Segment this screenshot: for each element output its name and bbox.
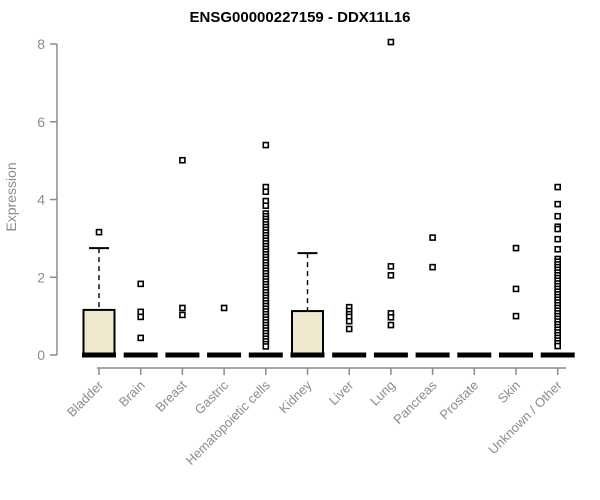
outlier-point — [429, 234, 436, 241]
outlier-point — [262, 188, 270, 196]
outlier-point — [345, 317, 353, 325]
category-label: Liver — [326, 377, 357, 408]
y-tick-label: 8 — [37, 36, 45, 52]
outlier-point — [387, 38, 395, 46]
outlier-point — [179, 311, 186, 319]
boxes-layer — [82, 38, 575, 358]
outlier-point — [554, 225, 562, 233]
category-label: Lung — [367, 378, 398, 409]
outlier-point — [512, 285, 520, 293]
box — [291, 310, 324, 357]
outlier-point — [262, 202, 270, 210]
outlier-point — [262, 141, 270, 149]
outlier-point — [387, 263, 395, 270]
outlier-point — [387, 272, 395, 279]
y-tick-label: 4 — [37, 192, 45, 208]
category-label: Gastric — [192, 377, 232, 417]
outlier-point — [387, 313, 395, 321]
median-bar — [123, 352, 158, 358]
outlier-point — [387, 321, 395, 329]
outlier-point — [554, 235, 562, 243]
median-bar — [457, 352, 492, 358]
median-bar — [415, 352, 450, 358]
y-tick-label: 2 — [37, 269, 45, 285]
median-bar — [290, 352, 325, 358]
outlier-point — [137, 308, 144, 316]
box — [82, 308, 116, 356]
y-axis-label: Expression — [3, 162, 19, 231]
y-tick-label: 6 — [37, 114, 45, 130]
median-bar — [332, 352, 367, 358]
outlier-point — [179, 304, 186, 312]
median-bar — [82, 352, 116, 358]
median-bar — [540, 352, 575, 358]
outlier-point — [554, 212, 562, 220]
median-bar — [165, 352, 200, 358]
median-bar — [373, 352, 408, 358]
outlier-point — [137, 334, 144, 342]
median-bar — [248, 352, 283, 358]
category-label: Breast — [152, 377, 189, 414]
outlier-point — [429, 263, 436, 271]
outlier-point — [179, 156, 186, 164]
outlier-point — [95, 228, 103, 236]
category-label: Prostate — [437, 378, 482, 423]
outlier-point — [554, 183, 562, 191]
outlier-point — [554, 245, 562, 253]
y-tick-label: 0 — [37, 347, 45, 363]
median-bar — [499, 352, 533, 358]
outlier-point — [137, 313, 144, 321]
category-label: Bladder — [64, 377, 107, 420]
outlier-point — [262, 343, 270, 350]
category-label: Skin — [495, 378, 523, 406]
category-label: Unknown / Other — [485, 377, 565, 457]
category-label: Kidney — [276, 377, 315, 416]
median-bar — [207, 352, 242, 358]
outlier-point — [345, 325, 353, 333]
chart-title: ENSG00000227159 - DDX11L16 — [190, 9, 411, 26]
outlier-point — [512, 244, 520, 252]
outlier-point — [220, 304, 228, 312]
category-label: Pancreas — [390, 377, 440, 427]
outlier-point — [554, 200, 562, 208]
outlier-point — [554, 342, 562, 350]
category-label: Brain — [116, 378, 148, 410]
outlier-point — [137, 280, 144, 288]
outlier-point — [512, 312, 520, 320]
